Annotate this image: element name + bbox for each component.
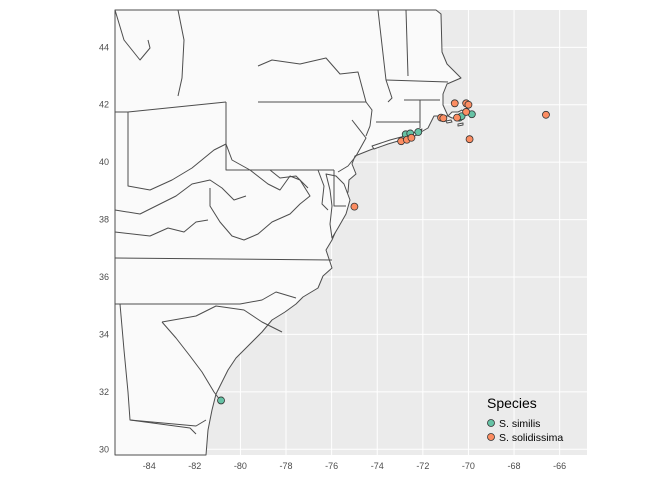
point-s-solidissima <box>453 113 461 122</box>
legend-swatch-solidissima <box>487 433 495 441</box>
legend: Species S. similis S. solidissima <box>487 395 563 444</box>
x-axis-ticks: -84 -82 -80 -78 -76 -74 -72 -70 -68 -66 <box>143 461 566 471</box>
point-s-solidissima <box>465 135 474 144</box>
x-tick-label: -74 <box>371 461 384 471</box>
point-s-solidissima <box>542 110 550 119</box>
legend-label-similis: S. similis <box>499 418 540 430</box>
x-tick-label: -66 <box>553 461 566 471</box>
legend-label-solidissima: S. solidissima <box>499 432 563 444</box>
point-s-similis <box>414 128 423 136</box>
y-tick-label: 32 <box>99 387 109 397</box>
y-tick-label: 34 <box>99 329 109 339</box>
data-points <box>217 99 550 405</box>
y-tick-label: 36 <box>99 272 109 282</box>
y-tick-label: 38 <box>99 215 109 225</box>
martha-vineyard <box>445 119 453 124</box>
x-tick-label: -84 <box>143 461 156 471</box>
point-s-solidissima <box>464 100 473 109</box>
y-tick-label: 44 <box>99 42 109 52</box>
point-s-solidissima <box>439 114 448 123</box>
x-tick-label: -72 <box>416 461 429 471</box>
y-tick-label: 40 <box>99 157 109 167</box>
x-tick-label: -82 <box>188 461 201 471</box>
x-tick-label: -80 <box>234 461 247 471</box>
point-s-solidissima <box>350 202 359 211</box>
legend-title: Species <box>487 395 537 411</box>
point-s-solidissima <box>450 99 459 108</box>
point-s-similis <box>217 396 225 405</box>
x-tick-label: -70 <box>462 461 475 471</box>
point-s-solidissima <box>407 133 416 142</box>
legend-swatch-similis <box>487 419 495 427</box>
y-tick-label: 30 <box>99 444 109 454</box>
y-axis-ticks: 30 32 34 36 38 40 42 44 <box>99 42 109 454</box>
point-s-solidissima <box>462 108 471 116</box>
nantucket <box>457 122 464 127</box>
state-borders <box>114 9 449 435</box>
x-tick-label: -76 <box>325 461 338 471</box>
x-tick-label: -68 <box>508 461 521 471</box>
x-tick-label: -78 <box>280 461 293 471</box>
y-tick-label: 42 <box>99 100 109 110</box>
